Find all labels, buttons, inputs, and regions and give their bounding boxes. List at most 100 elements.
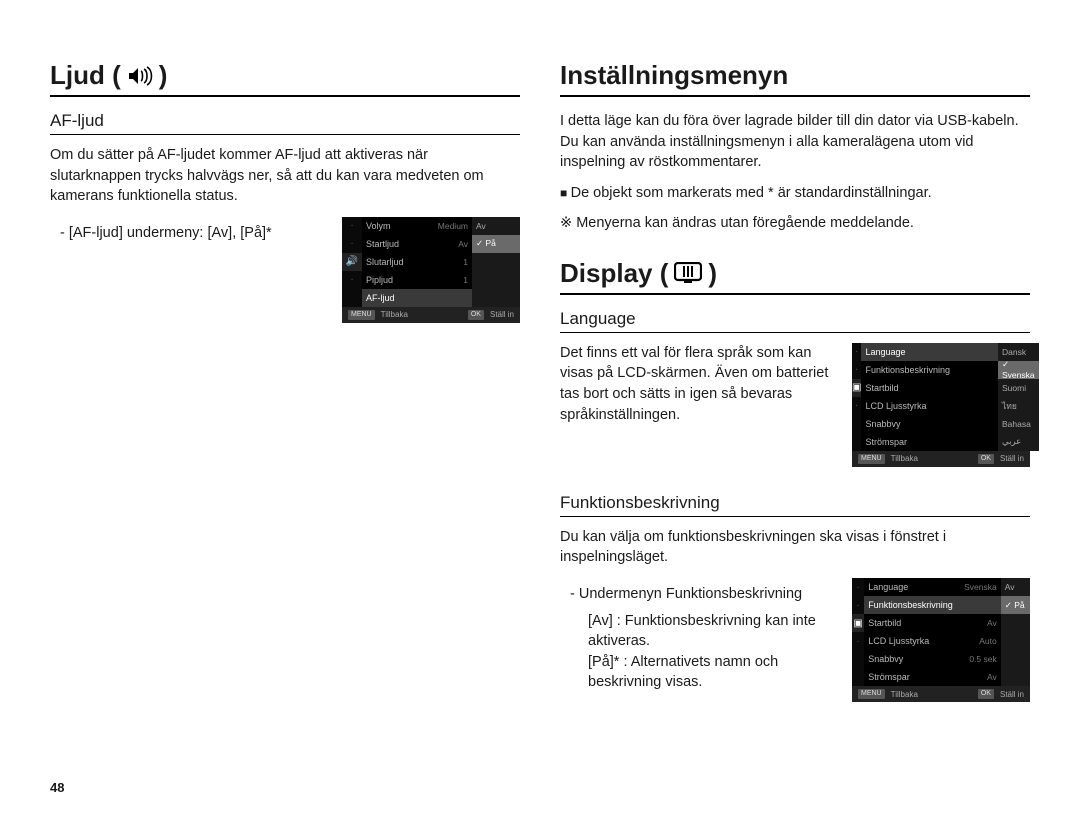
cam-menu-row: Slutarljud1 bbox=[362, 253, 472, 271]
cam-menu-row: StartljudAv bbox=[362, 235, 472, 253]
cam-tab-icon: · bbox=[342, 271, 362, 289]
cam-menu-row: Funktionsbeskrivning bbox=[861, 361, 998, 379]
heading-installning: Inställningsmenyn bbox=[560, 60, 1030, 97]
cam-popup-option: Av bbox=[1001, 578, 1030, 596]
cam-list: LanguageFunktionsbeskrivningStartbildLCD… bbox=[861, 343, 998, 451]
cam-popup: Av✓ På bbox=[1001, 578, 1030, 686]
cam-menu-row: Snabbvy bbox=[861, 415, 998, 433]
cam-tab-icon: · bbox=[342, 235, 362, 253]
cam-tab-strip: ··▣· bbox=[852, 578, 864, 686]
func-submenu-title: - Undermenyn Funktionsbeskrivning bbox=[570, 584, 838, 605]
cam-popup-option bbox=[472, 271, 520, 289]
func-av-line: [Av] : Funktionsbeskrivning kan inte akt… bbox=[588, 611, 838, 652]
display-icon bbox=[674, 262, 702, 284]
afljud-row: - [AF-ljud] undermeny: [Av], [På]* ··🔊· … bbox=[50, 217, 520, 323]
heading-display-close: ) bbox=[708, 258, 717, 289]
cam-ok-btn-icon: OK bbox=[978, 454, 994, 464]
cam-popup-option: Dansk bbox=[998, 343, 1039, 361]
cam-popup-option: Bahasa bbox=[998, 415, 1039, 433]
left-column: Ljud ( ) AF-ljud Om du sätter på AF-ljud… bbox=[50, 60, 520, 785]
cam-menu-row: AF-ljud bbox=[362, 289, 472, 307]
cam-menu-language: ··▣· LanguageFunktionsbeskrivningStartbi… bbox=[852, 343, 1030, 467]
subheading-funktionsbeskrivning: Funktionsbeskrivning bbox=[560, 493, 1030, 517]
cam-popup-option: عربي bbox=[998, 433, 1039, 451]
cam-menu-row: StartbildAv bbox=[864, 614, 1001, 632]
cam-menu-row: Pipljud1 bbox=[362, 271, 472, 289]
language-paragraph: Det finns ett val för flera språk som ka… bbox=[560, 343, 838, 425]
cam-popup-option bbox=[472, 253, 520, 271]
func-row: - Undermenyn Funktionsbeskrivning [Av] :… bbox=[560, 578, 1030, 702]
speaker-icon bbox=[127, 65, 153, 87]
cam-tab-icon: · bbox=[852, 578, 864, 596]
cam-popup-option bbox=[1001, 614, 1030, 632]
cam-tab-icon: · bbox=[852, 397, 861, 415]
cam-set-label: Ställ in bbox=[1000, 454, 1024, 463]
func-paragraph: Du kan välja om funktionsbeskrivningen s… bbox=[560, 527, 1030, 568]
cam-tab-icon: ▣ bbox=[852, 379, 861, 397]
cam-tab-icon: · bbox=[852, 361, 861, 379]
cam-ok-btn-icon: OK bbox=[978, 689, 994, 699]
cam-tab-icon: · bbox=[852, 343, 861, 361]
cam-popup-option: Suomi bbox=[998, 379, 1039, 397]
installning-note: Menyerna kan ändras utan föregående medd… bbox=[560, 213, 1030, 234]
cam-set-label: Ställ in bbox=[1000, 690, 1024, 699]
subheading-afljud: AF-ljud bbox=[50, 111, 520, 135]
cam-popup-option: ✓ På bbox=[472, 235, 520, 253]
cam-list: VolymMediumStartljudAvSlutarljud1Pipljud… bbox=[362, 217, 472, 307]
cam-list: LanguageSvenskaFunktionsbeskrivningStart… bbox=[864, 578, 1001, 686]
cam-menu-row: LCD Ljusstyrka bbox=[861, 397, 998, 415]
heading-ljud-close: ) bbox=[159, 60, 168, 91]
cam-menu-row: Funktionsbeskrivning bbox=[864, 596, 1001, 614]
cam-tab-strip: ··🔊· bbox=[342, 217, 362, 307]
afljud-paragraph: Om du sätter på AF-ljudet kommer AF-ljud… bbox=[50, 145, 520, 207]
language-row: Det finns ett val för flera språk som ka… bbox=[560, 343, 1030, 467]
func-pa-key: [På]* bbox=[588, 654, 619, 670]
cam-popup-option bbox=[1001, 632, 1030, 650]
cam-popup-option bbox=[1001, 668, 1030, 686]
cam-footer: MENU Tillbaka OK Ställ in bbox=[852, 451, 1030, 467]
heading-ljud: Ljud ( ) bbox=[50, 60, 520, 97]
subheading-language: Language bbox=[560, 309, 1030, 333]
cam-popup-option bbox=[472, 289, 520, 307]
cam-menu-btn-icon: MENU bbox=[858, 454, 885, 464]
cam-tab-strip: ··▣· bbox=[852, 343, 861, 451]
cam-popup-option: ✓ På bbox=[1001, 596, 1030, 614]
cam-menu-row: VolymMedium bbox=[362, 217, 472, 235]
cam-tab-icon: · bbox=[342, 217, 362, 235]
cam-back-label: Tillbaka bbox=[891, 690, 918, 699]
cam-tab-icon: · bbox=[852, 632, 864, 650]
cam-menu-row: LCD LjusstyrkaAuto bbox=[864, 632, 1001, 650]
cam-footer: MENU Tillbaka OK Ställ in bbox=[852, 686, 1030, 702]
heading-ljud-text: Ljud ( bbox=[50, 60, 121, 91]
cam-popup: Av✓ På bbox=[472, 217, 520, 307]
cam-menu-row: LanguageSvenska bbox=[864, 578, 1001, 596]
cam-menu-row: Snabbvy0.5 sek bbox=[864, 650, 1001, 668]
cam-menu-row: StrömsparAv bbox=[864, 668, 1001, 686]
cam-back-label: Tillbaka bbox=[381, 310, 408, 319]
heading-display: Display ( ) bbox=[560, 258, 1030, 295]
cam-tab-icon: · bbox=[852, 596, 864, 614]
installning-bullet-1: De objekt som markerats med * är standar… bbox=[560, 183, 1030, 204]
heading-display-text: Display ( bbox=[560, 258, 668, 289]
func-pa-line: [På]* : Alternativets namn och beskrivni… bbox=[588, 652, 838, 693]
cam-popup: Dansk✓ SvenskaSuomiไทยBahasaعربي bbox=[998, 343, 1039, 451]
cam-menu-row: Language bbox=[861, 343, 998, 361]
func-av-key: [Av] bbox=[588, 613, 613, 629]
cam-back-label: Tillbaka bbox=[891, 454, 918, 463]
cam-tab-icon: ▣ bbox=[852, 614, 864, 632]
cam-menu-afljud: ··🔊· VolymMediumStartljudAvSlutarljud1Pi… bbox=[342, 217, 520, 323]
cam-set-label: Ställ in bbox=[490, 310, 514, 319]
cam-menu-row: Strömspar bbox=[861, 433, 998, 451]
page-number: 48 bbox=[50, 780, 64, 795]
func-av-val: : Funktionsbeskrivning kan inte aktivera… bbox=[588, 613, 816, 650]
cam-ok-btn-icon: OK bbox=[468, 310, 484, 320]
cam-menu-btn-icon: MENU bbox=[348, 310, 375, 320]
cam-popup-option: ✓ Svenska bbox=[998, 361, 1039, 379]
cam-menu-btn-icon: MENU bbox=[858, 689, 885, 699]
right-column: Inställningsmenyn I detta läge kan du fö… bbox=[560, 60, 1030, 785]
cam-popup-option bbox=[1001, 650, 1030, 668]
installning-paragraph: I detta läge kan du föra över lagrade bi… bbox=[560, 111, 1030, 173]
cam-menu-row: Startbild bbox=[861, 379, 998, 397]
afljud-submenu: - [AF-ljud] undermeny: [Av], [På]* bbox=[60, 223, 328, 244]
cam-tab-icon: 🔊 bbox=[342, 253, 362, 271]
